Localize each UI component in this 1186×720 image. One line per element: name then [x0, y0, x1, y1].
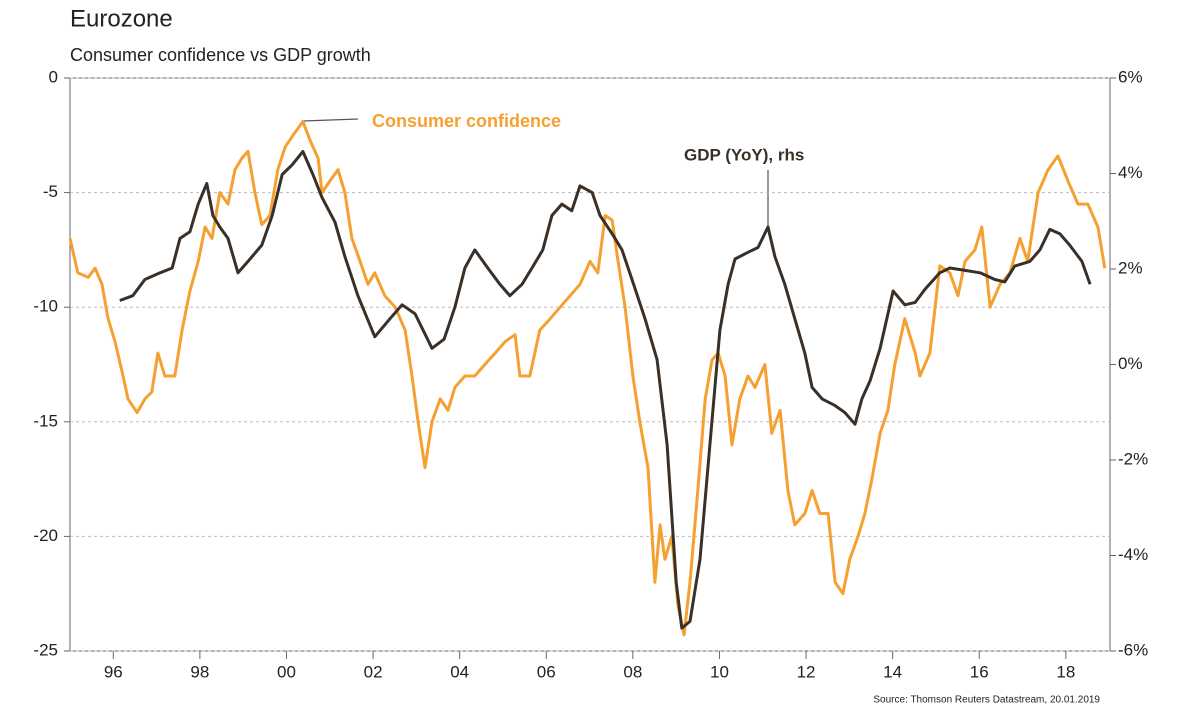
y2-tick-label: 0% — [1118, 354, 1143, 373]
x-tick-label: 00 — [277, 662, 296, 681]
x-tick-label: 12 — [797, 662, 816, 681]
y-tick-label: -5 — [43, 182, 58, 201]
y2-tick-label: 6% — [1118, 67, 1143, 86]
leader-line — [302, 118, 359, 122]
chart-subtitle: Consumer confidence vs GDP growth — [70, 45, 371, 65]
x-tick-label: 10 — [710, 662, 729, 681]
plot-frame — [69, 77, 1111, 652]
y-tick-label: -15 — [33, 411, 58, 430]
source: Source: Thomson Reuters Datastream, 20.0… — [873, 695, 1100, 706]
series-label: Consumer confidence — [372, 111, 561, 131]
y2-tick-label: 4% — [1118, 163, 1143, 182]
y-tick-label: 0 — [49, 67, 58, 86]
y-tick-label: -25 — [33, 640, 58, 659]
series-label: GDP (YoY), rhs — [684, 145, 804, 164]
x-tick-label: 04 — [450, 662, 469, 681]
x-tick-label: 16 — [970, 662, 989, 681]
x-tick-label: 14 — [883, 662, 902, 681]
x-tick-label: 18 — [1056, 662, 1075, 681]
x-tick-label: 02 — [364, 662, 383, 681]
y2-tick-label: -6% — [1118, 640, 1148, 659]
chart-title: Eurozone — [70, 5, 173, 32]
y-tick-label: -20 — [33, 526, 58, 545]
y2-tick-label: 2% — [1118, 258, 1143, 277]
x-tick-label: 08 — [623, 662, 642, 681]
x-tick-label: 98 — [190, 662, 209, 681]
x-tick-label: 96 — [104, 662, 123, 681]
y2-tick-label: -2% — [1118, 449, 1148, 468]
series-line — [119, 150, 1092, 630]
y2-tick-label: -4% — [1118, 545, 1148, 564]
y-tick-label: -10 — [33, 297, 58, 316]
x-tick-label: 06 — [537, 662, 556, 681]
series-line — [68, 120, 1107, 637]
